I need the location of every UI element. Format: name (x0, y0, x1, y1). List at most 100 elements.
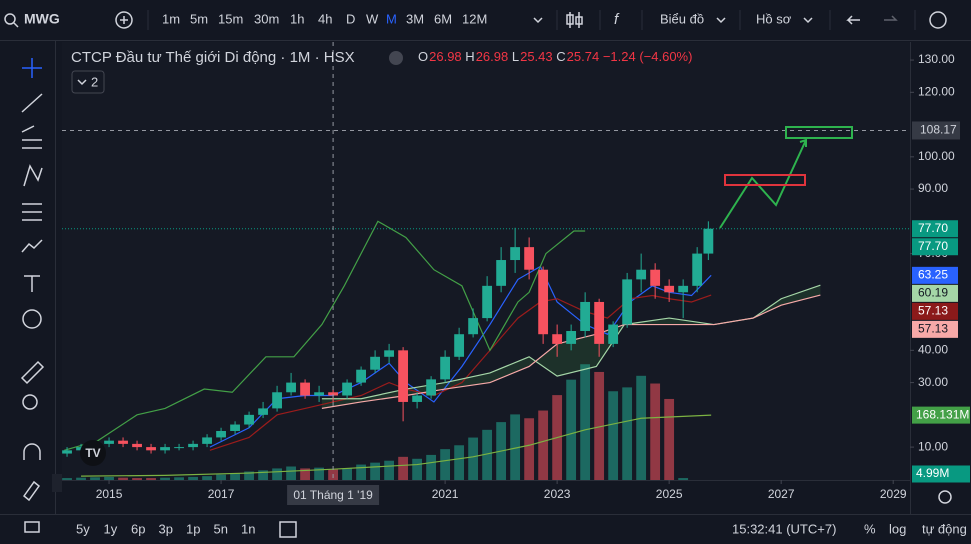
range-button[interactable]: 3p (159, 521, 173, 536)
crosshair-y-box (912, 121, 960, 140)
symbol[interactable]: MWG (24, 11, 60, 27)
interval[interactable]: 1m (162, 11, 180, 26)
candle-body (370, 356, 380, 370)
collapse-handle[interactable] (52, 474, 62, 492)
interval[interactable]: 3M (406, 11, 424, 26)
price-label: 57.13 (918, 322, 948, 336)
lock-tool[interactable] (24, 521, 40, 533)
interval[interactable]: 5m (190, 11, 208, 26)
y-tick-label: 100.00 (918, 149, 955, 163)
interval-dropdown[interactable] (533, 17, 543, 24)
chart-menu-caret (716, 17, 726, 24)
volume-bar (216, 474, 226, 480)
zoom-tool[interactable] (22, 394, 38, 410)
emoji-tool[interactable] (22, 309, 42, 329)
range-button[interactable]: 1y (104, 521, 118, 536)
trend-line-tool[interactable] (21, 93, 43, 113)
volume-bar (580, 364, 591, 480)
volume-bar (370, 462, 380, 480)
price-label: 60.19 (918, 286, 948, 300)
magnet-tool[interactable] (23, 443, 41, 460)
candle-body (314, 392, 324, 396)
range-button[interactable]: 1n (241, 521, 255, 536)
interval[interactable]: 30m (254, 11, 279, 26)
range-button[interactable]: 1p (186, 521, 200, 536)
projection-tool[interactable] (22, 203, 42, 221)
fib-tool[interactable] (21, 125, 42, 149)
candle-body (272, 392, 282, 409)
interval[interactable]: D (346, 11, 355, 26)
lock-drawings[interactable] (22, 480, 41, 502)
range-button[interactable]: 5n (214, 521, 228, 536)
redo[interactable] (884, 15, 898, 21)
candle-body (244, 414, 254, 425)
interval[interactable]: 15m (218, 11, 243, 26)
x-tick-label: 2029 (880, 487, 907, 501)
volume-bar (272, 468, 282, 480)
volume-label-box (912, 406, 970, 424)
candle-body (703, 228, 714, 254)
volume-bar (426, 454, 437, 480)
candle-body (160, 447, 170, 451)
price-label: 77.70 (918, 221, 948, 235)
price-label-box (912, 302, 958, 320)
interval[interactable]: W (366, 11, 379, 26)
indicators-icon[interactable]: f (614, 11, 620, 28)
replay-icon[interactable] (929, 11, 947, 29)
ohlc-change: −1.24 (−4.60%) (603, 49, 693, 64)
brush-tool[interactable] (21, 239, 43, 253)
candle-body (356, 369, 366, 383)
indicator-toggle[interactable] (71, 70, 105, 94)
volume-bar (118, 477, 128, 480)
volume-bar (566, 379, 577, 480)
range-button[interactable]: 5y (76, 521, 90, 536)
candle-body (552, 334, 563, 344)
candle-body (524, 247, 535, 270)
auto-toggle[interactable]: tự động (922, 521, 967, 536)
candle-body (132, 443, 142, 448)
candle-body (594, 301, 605, 344)
candle-body (608, 324, 619, 344)
interval[interactable]: 6M (434, 11, 452, 26)
date-range-icon[interactable] (279, 521, 297, 538)
volume-bar (608, 391, 619, 480)
legend-menu[interactable] (389, 51, 403, 65)
settings[interactable] (938, 490, 952, 504)
add-symbol[interactable] (115, 11, 133, 29)
volume-label: 168.131M (916, 407, 969, 421)
volume-bar (650, 383, 661, 480)
candle-body (104, 440, 114, 444)
candle-body (678, 285, 689, 293)
candle-icon-body (575, 16, 583, 25)
price-label: 57.13 (918, 304, 948, 318)
interval[interactable]: M (386, 11, 397, 26)
volume-bar (524, 418, 535, 480)
measure-tool[interactable] (20, 360, 45, 385)
candle-body (118, 440, 128, 444)
volume-bar (440, 449, 451, 480)
range-button[interactable]: 6p (131, 521, 145, 536)
text-tool[interactable] (24, 275, 40, 292)
y-tick-label: 90.00 (918, 181, 948, 195)
pattern-tool[interactable] (23, 164, 43, 187)
percent-toggle[interactable]: % (864, 521, 876, 536)
volume-bar (342, 468, 352, 480)
volume-bar (258, 470, 268, 480)
candle-body (566, 330, 577, 344)
interval[interactable]: 1h (290, 11, 304, 26)
candle-body (258, 408, 268, 415)
add-symbol-plus (120, 16, 128, 24)
crosshair-tool[interactable] (22, 58, 42, 78)
profile-menu[interactable]: Hồ sơ (756, 11, 792, 26)
interval[interactable]: 4h (318, 11, 332, 26)
plot (62, 42, 910, 480)
search-icon[interactable] (4, 13, 16, 25)
volume-bar (174, 477, 184, 480)
chart-menu[interactable]: Biểu đồ (660, 11, 704, 26)
interval[interactable]: 12M (462, 11, 487, 26)
candle-body (384, 350, 395, 357)
undo[interactable] (846, 15, 860, 25)
log-toggle[interactable]: log (889, 521, 906, 536)
volume-ma (81, 414, 712, 477)
profile-menu-caret (803, 17, 813, 24)
